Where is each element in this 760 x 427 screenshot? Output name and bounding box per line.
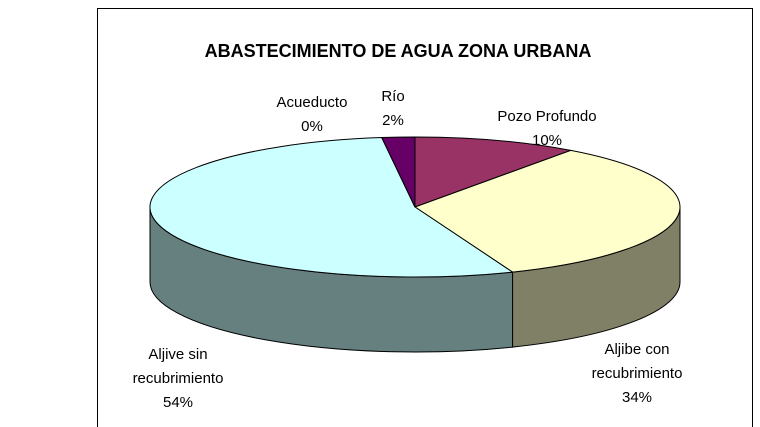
label-category: Pozo Profundo [497, 108, 597, 125]
slice [414, 136, 573, 208]
slice [149, 137, 514, 278]
label-value: 0% [301, 118, 323, 135]
label-category: Aljibe con recubrimiento [591, 341, 683, 382]
label-value: 2% [382, 112, 404, 129]
label-value: 54% [162, 394, 194, 411]
chart-title: ABASTECIMIENTO DE AGUA ZONA URBANA [205, 41, 592, 61]
data-label: Acueducto 0% [262, 91, 362, 139]
data-label: Aljibe con recubrimiento 34% [572, 338, 702, 410]
data-label: Aljive sin recubrimiento 54% [113, 343, 243, 415]
label-category: Aljive sin recubrimiento [132, 346, 224, 387]
label-value: 34% [621, 389, 653, 406]
slice [413, 149, 681, 273]
chart-frame [97, 8, 753, 427]
label-category: Río [381, 88, 405, 105]
slice [381, 136, 416, 208]
data-label: Pozo Profundo 10% [467, 105, 627, 153]
label-value: 10% [531, 132, 563, 149]
label-category: Acueducto [276, 94, 348, 111]
data-label: Río 2% [368, 85, 418, 133]
